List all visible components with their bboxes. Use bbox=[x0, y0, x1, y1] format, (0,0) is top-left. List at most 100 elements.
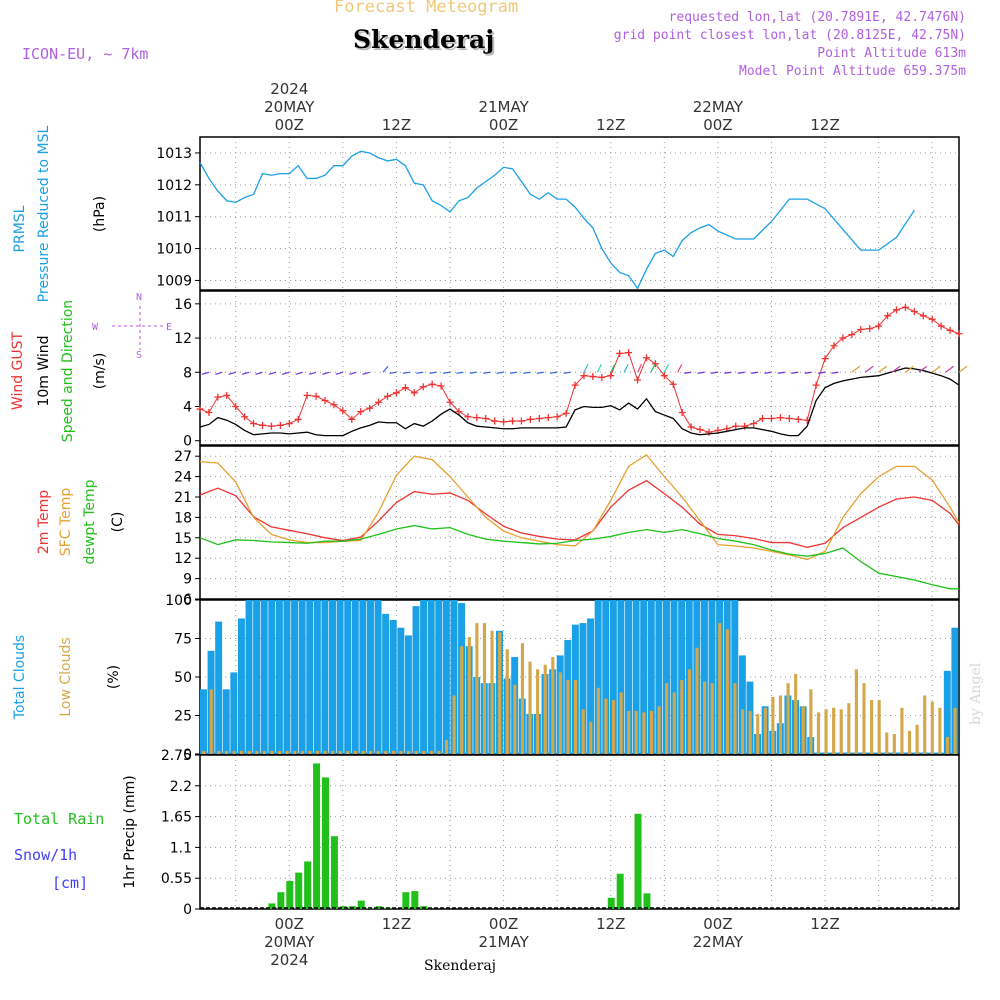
low-cloud-bar bbox=[733, 683, 737, 754]
y-tick-label: 15 bbox=[174, 531, 192, 547]
precip-bar bbox=[330, 836, 338, 909]
wind-direction-arrow bbox=[241, 371, 250, 375]
snow-unit-label: [cm] bbox=[52, 874, 88, 892]
gust-marker bbox=[955, 330, 963, 338]
bottom-time-label: 21MAY bbox=[478, 933, 529, 951]
low-cloud-bar bbox=[277, 750, 282, 754]
low-cloud-bar bbox=[391, 750, 395, 754]
gust-marker bbox=[625, 349, 633, 357]
sfctemp-line bbox=[199, 453, 960, 561]
total-cloud-bar bbox=[435, 600, 443, 754]
low-cloud-bar bbox=[923, 695, 927, 754]
wind-direction-arrow bbox=[637, 364, 643, 373]
gust-marker bbox=[276, 421, 284, 429]
total-cloud-bar bbox=[306, 600, 314, 754]
total-cloud-bar bbox=[389, 620, 397, 754]
wind-direction-arrow bbox=[751, 371, 759, 374]
gust-marker bbox=[544, 414, 552, 422]
total-cloud-bar bbox=[404, 635, 412, 754]
gust-marker bbox=[473, 414, 481, 422]
gust-marker bbox=[607, 372, 615, 380]
y-tick-label: 0 bbox=[183, 902, 192, 918]
temp2m-line bbox=[199, 479, 960, 548]
panel-frame bbox=[199, 136, 960, 291]
gridpoint-coords: grid point closest lon,lat (20.8125E, 42… bbox=[613, 28, 966, 43]
top-time-label: 12Z bbox=[596, 116, 625, 134]
bottom-time-label: 00Z bbox=[703, 915, 732, 933]
total-cloud-bar bbox=[374, 600, 382, 754]
gust-marker bbox=[660, 372, 668, 380]
y-tick-label: 9 bbox=[183, 572, 192, 588]
low-cloud-bar bbox=[217, 750, 221, 754]
total-cloud-bar bbox=[275, 600, 283, 754]
wind-direction-arrow bbox=[523, 371, 531, 374]
total-cloud-bar bbox=[237, 618, 245, 754]
gust-marker bbox=[848, 331, 856, 339]
total-cloud-bar bbox=[298, 600, 306, 754]
gust-marker bbox=[348, 415, 356, 423]
precip-bar bbox=[295, 872, 303, 909]
y-tick-label: 75 bbox=[174, 632, 192, 648]
y-tick-label: 12 bbox=[174, 331, 192, 347]
y-tick-label: 1010 bbox=[156, 242, 192, 258]
gust-marker bbox=[392, 389, 400, 397]
low-cloud-bar bbox=[437, 750, 441, 754]
gust-marker bbox=[196, 405, 204, 413]
low-cloud-bar bbox=[498, 632, 502, 754]
total-cloud-bar bbox=[647, 600, 655, 754]
wind-direction-arrow bbox=[663, 364, 669, 373]
low-cloud-bar bbox=[854, 669, 858, 754]
panel-pressure: 1009 1010 1011 1012 1013 PRMSL Pressure Reduce… bbox=[12, 125, 960, 302]
wind-direction-arrow bbox=[322, 371, 330, 375]
wind-direction-arrow bbox=[710, 371, 718, 374]
y-tick-label: 50 bbox=[174, 670, 192, 686]
gust-marker bbox=[491, 417, 499, 425]
precip-bar bbox=[304, 861, 312, 909]
low-cloud-bar bbox=[338, 750, 342, 754]
top-time-label: 20MAY bbox=[264, 98, 315, 116]
total-cloud-bar bbox=[731, 600, 739, 754]
y-axis-label: Total Clouds bbox=[12, 635, 28, 720]
wind-direction-arrow bbox=[724, 371, 732, 374]
precip-bar bbox=[313, 763, 321, 909]
total-cloud-bar bbox=[397, 627, 405, 754]
low-cloud-bar bbox=[270, 750, 274, 754]
wind-direction-arrow bbox=[550, 371, 558, 374]
wind-direction-arrow bbox=[817, 371, 826, 374]
low-cloud-bar bbox=[945, 737, 950, 754]
wind-direction-arrow bbox=[282, 371, 290, 375]
y-axis-label: 1hr Precip (mm) bbox=[122, 775, 138, 888]
y-tick-label: 100 bbox=[165, 593, 192, 609]
gust-marker bbox=[732, 422, 740, 430]
wind-direction-arrow bbox=[469, 371, 477, 374]
gust-marker bbox=[285, 420, 293, 428]
panel-frame bbox=[199, 754, 960, 910]
gust-marker bbox=[598, 373, 606, 381]
low-cloud-bar bbox=[361, 750, 365, 754]
low-cloud-bar bbox=[900, 707, 904, 754]
low-cloud-bar bbox=[816, 712, 821, 754]
wind-direction-arrow bbox=[268, 371, 277, 375]
y-tick-label: 4 bbox=[183, 400, 192, 416]
gust-marker bbox=[366, 404, 374, 412]
y-tick-label: 2.2 bbox=[170, 779, 192, 795]
total-cloud-bar bbox=[609, 600, 617, 754]
gust-marker bbox=[250, 420, 258, 428]
low-cloud-bar bbox=[300, 750, 304, 754]
total-cloud-bar bbox=[632, 600, 640, 754]
gust-line bbox=[199, 306, 960, 433]
wind-direction-arrow bbox=[764, 371, 772, 374]
low-cloud-bar bbox=[824, 709, 828, 754]
low-cloud-bar bbox=[657, 706, 661, 754]
low-cloud-bar bbox=[870, 700, 874, 754]
low-cloud-bar bbox=[384, 750, 388, 754]
y-axis-label: PRMSL bbox=[12, 205, 28, 252]
y-axis-label: Speed and Direction bbox=[60, 300, 76, 442]
low-cloud-bar bbox=[376, 750, 380, 754]
gust-marker bbox=[687, 423, 695, 431]
total-cloud-bar bbox=[708, 600, 716, 754]
precip-bar bbox=[268, 903, 276, 909]
wind-direction-arrow bbox=[228, 371, 236, 375]
low-cloud-bar bbox=[725, 629, 729, 754]
wind-direction-arrow bbox=[362, 371, 370, 375]
